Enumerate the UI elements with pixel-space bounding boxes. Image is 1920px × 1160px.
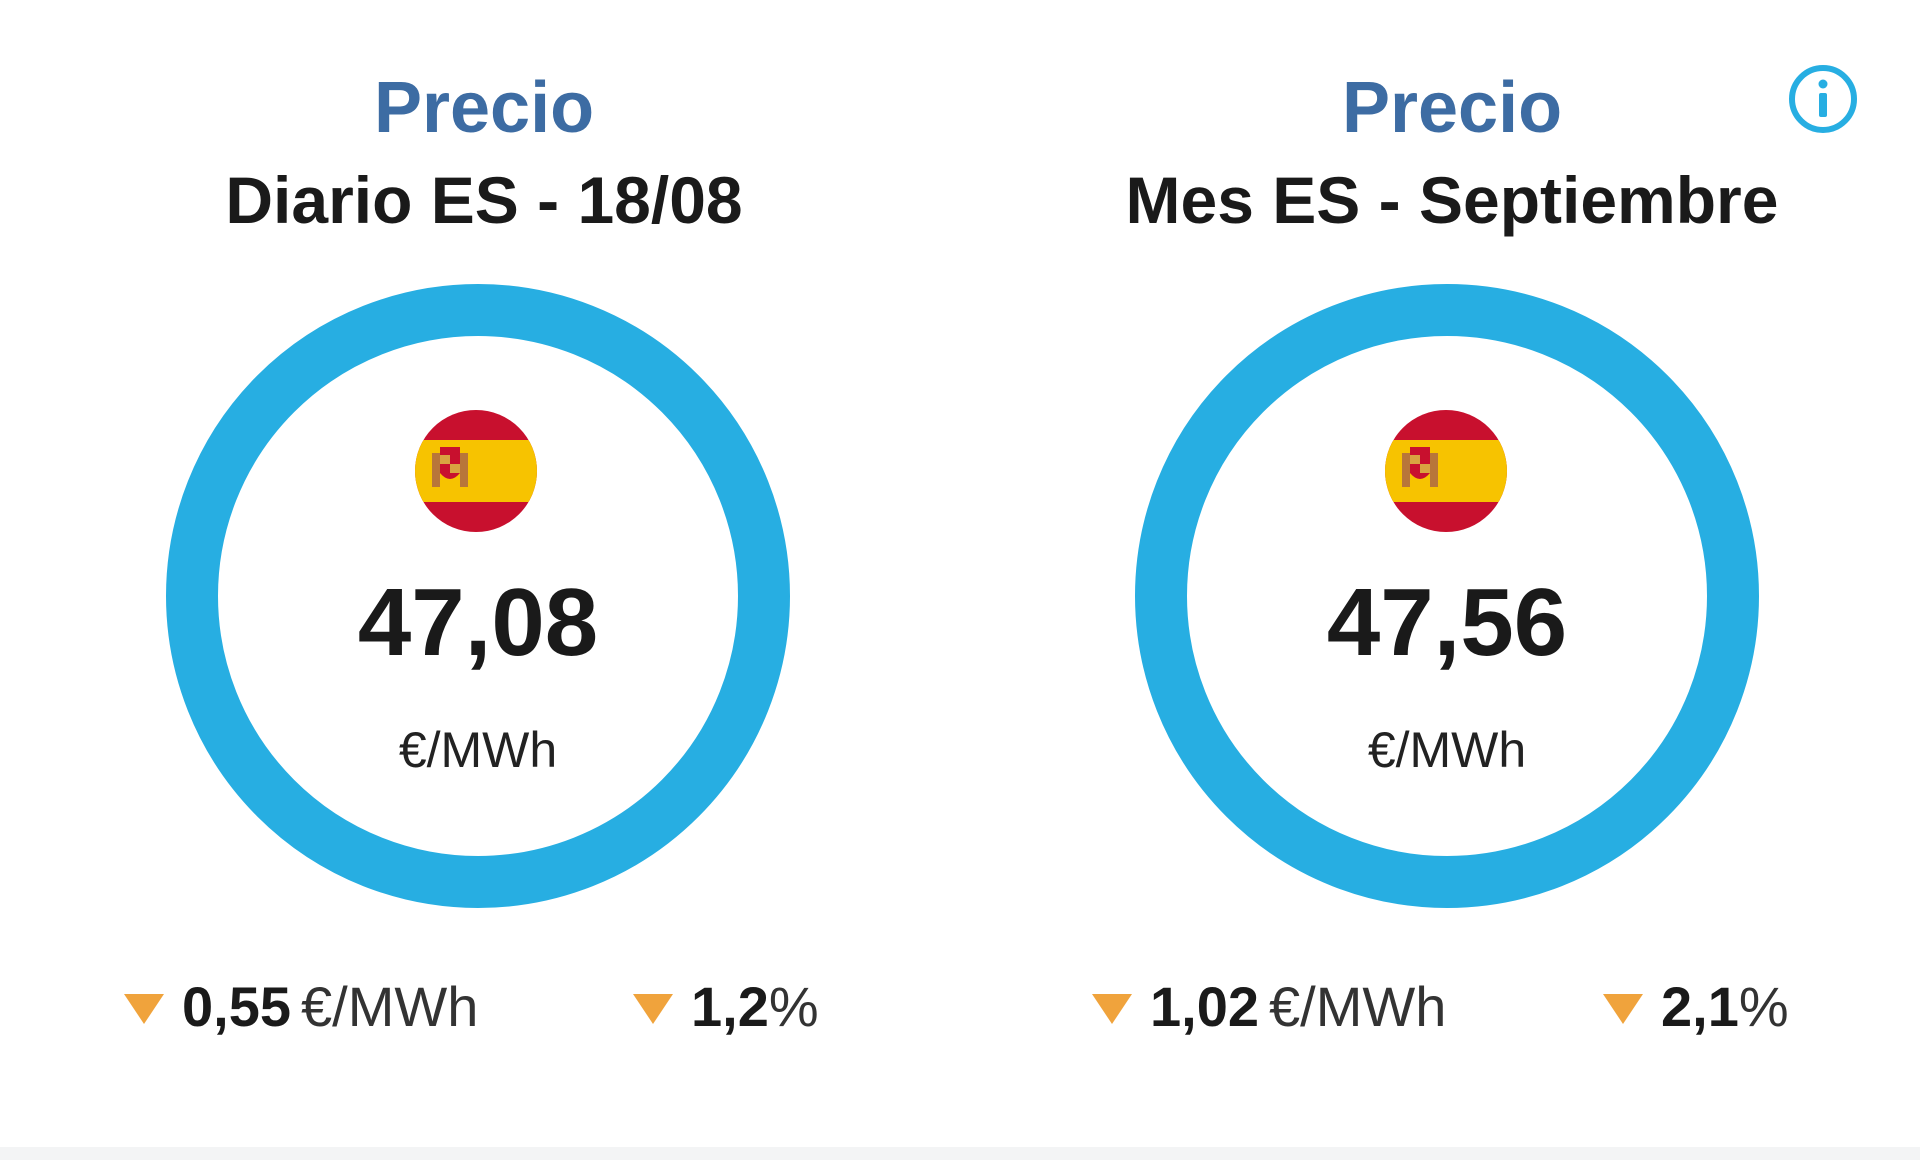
abs-change-unit: €/MWh: [1269, 974, 1447, 1038]
abs-change-unit: €/MWh: [301, 974, 479, 1038]
spain-flag-icon: [415, 410, 537, 532]
price-unit: €/MWh: [1367, 722, 1527, 778]
abs-change: 1,02 €/MWh: [1092, 970, 1446, 1042]
abs-change: 0,55 €/MWh: [124, 970, 478, 1042]
bottom-divider: [0, 1147, 1920, 1160]
info-button[interactable]: [1787, 63, 1859, 135]
pct-change: 1,2 %: [633, 970, 819, 1042]
abs-change-value: 1,02: [1150, 974, 1259, 1038]
card-title-label: Precio: [373, 68, 595, 148]
down-arrow-icon: [124, 994, 164, 1024]
price-card-daily: Precio Diario ES - 18/08 47,08 €/MWh 0,5…: [0, 0, 968, 1140]
price-value: 47,56: [1326, 569, 1568, 676]
pct-change-sign: %: [1738, 974, 1789, 1038]
down-arrow-icon: [633, 994, 673, 1024]
info-icon: [1789, 65, 1857, 133]
price-card-monthly: Precio Mes ES - Septiembre 47,56 €/MWh 1…: [968, 0, 1920, 1140]
card-subtitle: Diario ES - 18/08: [225, 163, 743, 237]
price-value: 47,08: [357, 569, 599, 676]
down-arrow-icon: [1092, 994, 1132, 1024]
card-title-label: Precio: [1341, 68, 1563, 148]
pct-change-sign: %: [768, 974, 819, 1038]
pct-change: 2,1 %: [1603, 970, 1789, 1042]
pct-change-value: 1,2: [691, 974, 769, 1038]
price-unit: €/MWh: [398, 722, 558, 778]
pct-change-value: 2,1: [1661, 974, 1739, 1038]
spain-flag-icon: [1385, 410, 1507, 532]
abs-change-value: 0,55: [182, 974, 291, 1038]
card-subtitle: Mes ES - Septiembre: [1125, 163, 1779, 237]
down-arrow-icon: [1603, 994, 1643, 1024]
